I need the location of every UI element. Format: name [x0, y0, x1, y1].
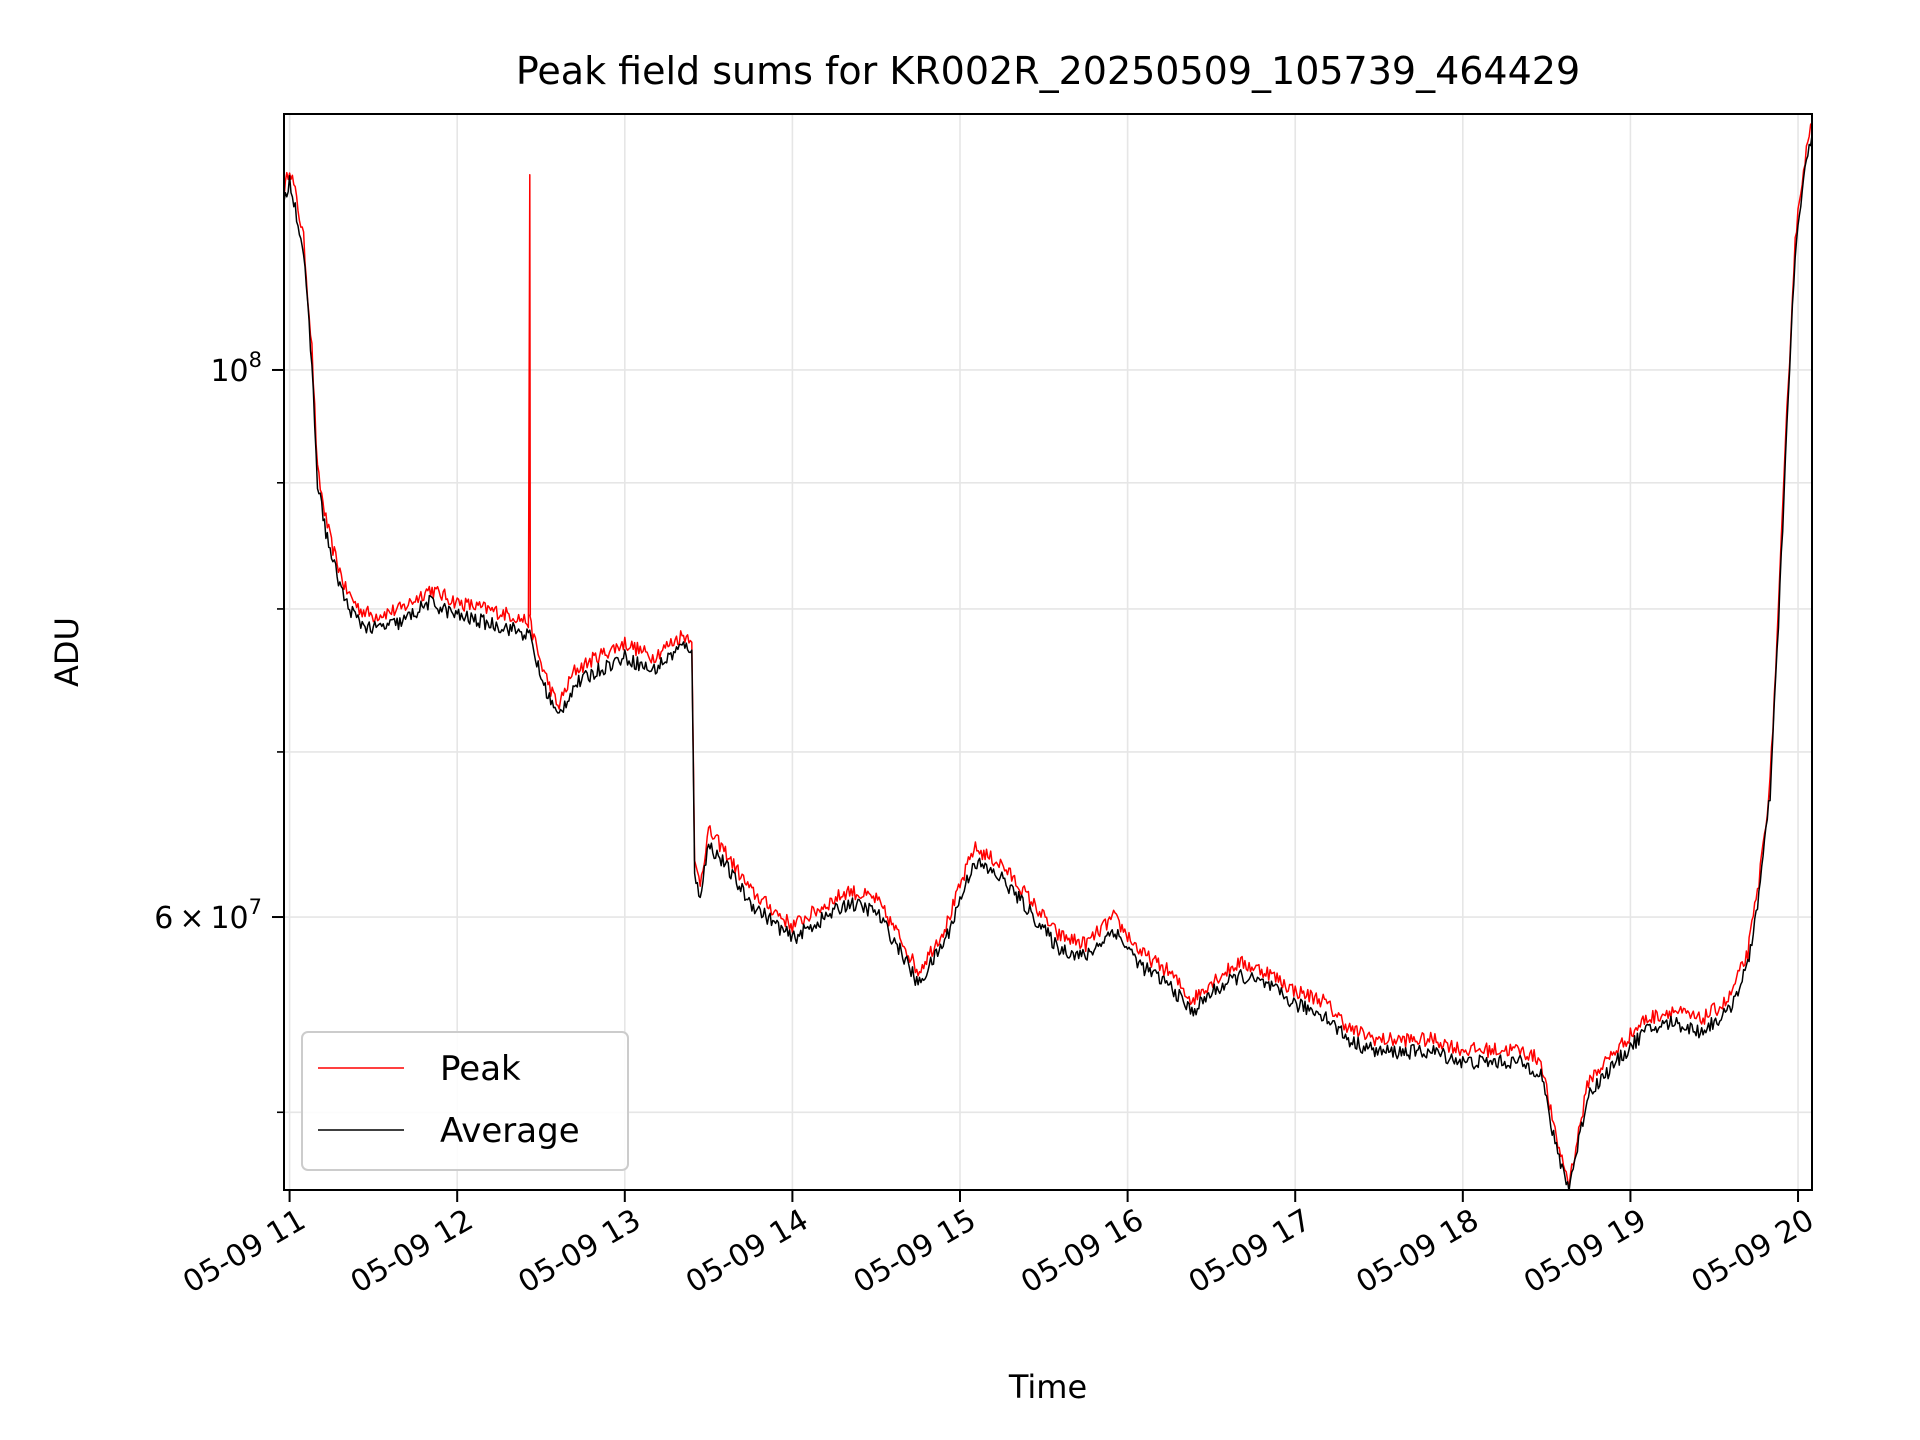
series-line-peak — [284, 122, 1812, 1189]
legend: Peak Average — [301, 1031, 629, 1171]
y-axis-label: ADU — [48, 617, 86, 687]
legend-box — [301, 1031, 629, 1171]
legend-peak-label: Peak — [440, 1049, 521, 1089]
series-line-average — [284, 135, 1812, 1190]
grid-lines — [284, 114, 1812, 1190]
y-tick-exponent: 7 — [249, 895, 262, 919]
plot-frame — [283, 113, 1813, 1191]
series-layer — [284, 122, 1812, 1190]
y-axis-ticks: 108 6 × 107 — [154, 348, 284, 1114]
y-tick-label: 108 — [210, 348, 262, 389]
y-tick-mantissa: 10 — [210, 354, 248, 389]
y-tick-exponent: 8 — [249, 348, 262, 372]
legend-average-label: Average — [440, 1111, 580, 1151]
y-tick-mantissa: 6 × 10 — [154, 901, 248, 936]
chart-title: Peak field sums for KR002R_20250509_1057… — [516, 49, 1580, 93]
x-axis-label: Time — [1008, 1368, 1087, 1406]
y-tick-label: 6 × 107 — [154, 895, 262, 936]
